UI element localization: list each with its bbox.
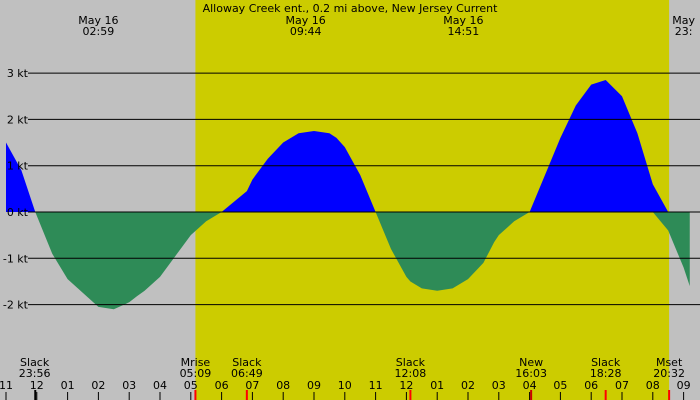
event-label: New: [519, 356, 543, 369]
hour-tick-label: 11: [0, 379, 13, 392]
hour-tick-label: 05: [553, 379, 567, 392]
hour-tick-label: 03: [492, 379, 506, 392]
event-time-label: 06:49: [231, 367, 263, 380]
hour-tick-label: 01: [430, 379, 444, 392]
hour-tick-label: 06: [584, 379, 598, 392]
event-time-label: 05:09: [180, 367, 212, 380]
hour-tick-label: 07: [245, 379, 259, 392]
event-time-label: 23:56: [19, 367, 51, 380]
top-date-label: May 16: [443, 14, 483, 27]
event-time-label: 18:28: [590, 367, 622, 380]
hour-tick-label: 02: [91, 379, 105, 392]
hour-tick-label: 03: [122, 379, 136, 392]
event-time-label: 16:03: [515, 367, 547, 380]
y-tick-label: 2 kt: [7, 113, 29, 126]
hour-tick-label: 04: [153, 379, 167, 392]
event-time-label: 12:08: [395, 367, 427, 380]
flood-current-area: [6, 80, 690, 212]
y-tick-label: 1 kt: [7, 160, 29, 173]
top-time-label: 09:44: [290, 25, 322, 38]
hour-tick-label: 12: [399, 379, 413, 392]
top-date-label: May 16: [286, 14, 326, 27]
y-tick-label: -1 kt: [3, 252, 29, 265]
event-time-label: 20:32: [653, 367, 685, 380]
y-tick-label: 3 kt: [7, 67, 29, 80]
hour-tick-label: 08: [646, 379, 660, 392]
hour-tick-label: 10: [338, 379, 352, 392]
hour-tick-label: 06: [215, 379, 229, 392]
hour-tick-label: 09: [307, 379, 321, 392]
top-time-label: 02:59: [83, 25, 115, 38]
hour-tick-label: 04: [523, 379, 537, 392]
top-time-label: 23:: [675, 25, 693, 38]
hour-tick-label: 07: [615, 379, 629, 392]
hour-tick-label: 08: [276, 379, 290, 392]
hour-tick-label: 09: [677, 379, 691, 392]
top-date-label: May 16: [78, 14, 118, 27]
event-label: Slack: [396, 356, 426, 369]
chart-title: Alloway Creek ent., 0.2 mi above, New Je…: [203, 2, 499, 15]
ebb-current-area: [6, 212, 690, 310]
y-tick-label: -2 kt: [3, 299, 29, 312]
event-label: Mset: [656, 356, 683, 369]
event-label: Slack: [20, 356, 50, 369]
top-time-label: 14:51: [448, 25, 480, 38]
hour-tick-label: 11: [369, 379, 383, 392]
top-date-label: May: [672, 14, 695, 27]
event-label: Mrise: [181, 356, 211, 369]
hour-tick-label: 01: [61, 379, 75, 392]
hour-tick-label: 05: [184, 379, 198, 392]
hour-tick-label: 12: [30, 379, 44, 392]
hour-tick-label: 02: [461, 379, 475, 392]
event-label: Slack: [591, 356, 621, 369]
y-tick-label: 0 kt: [7, 206, 29, 219]
event-label: Slack: [232, 356, 262, 369]
